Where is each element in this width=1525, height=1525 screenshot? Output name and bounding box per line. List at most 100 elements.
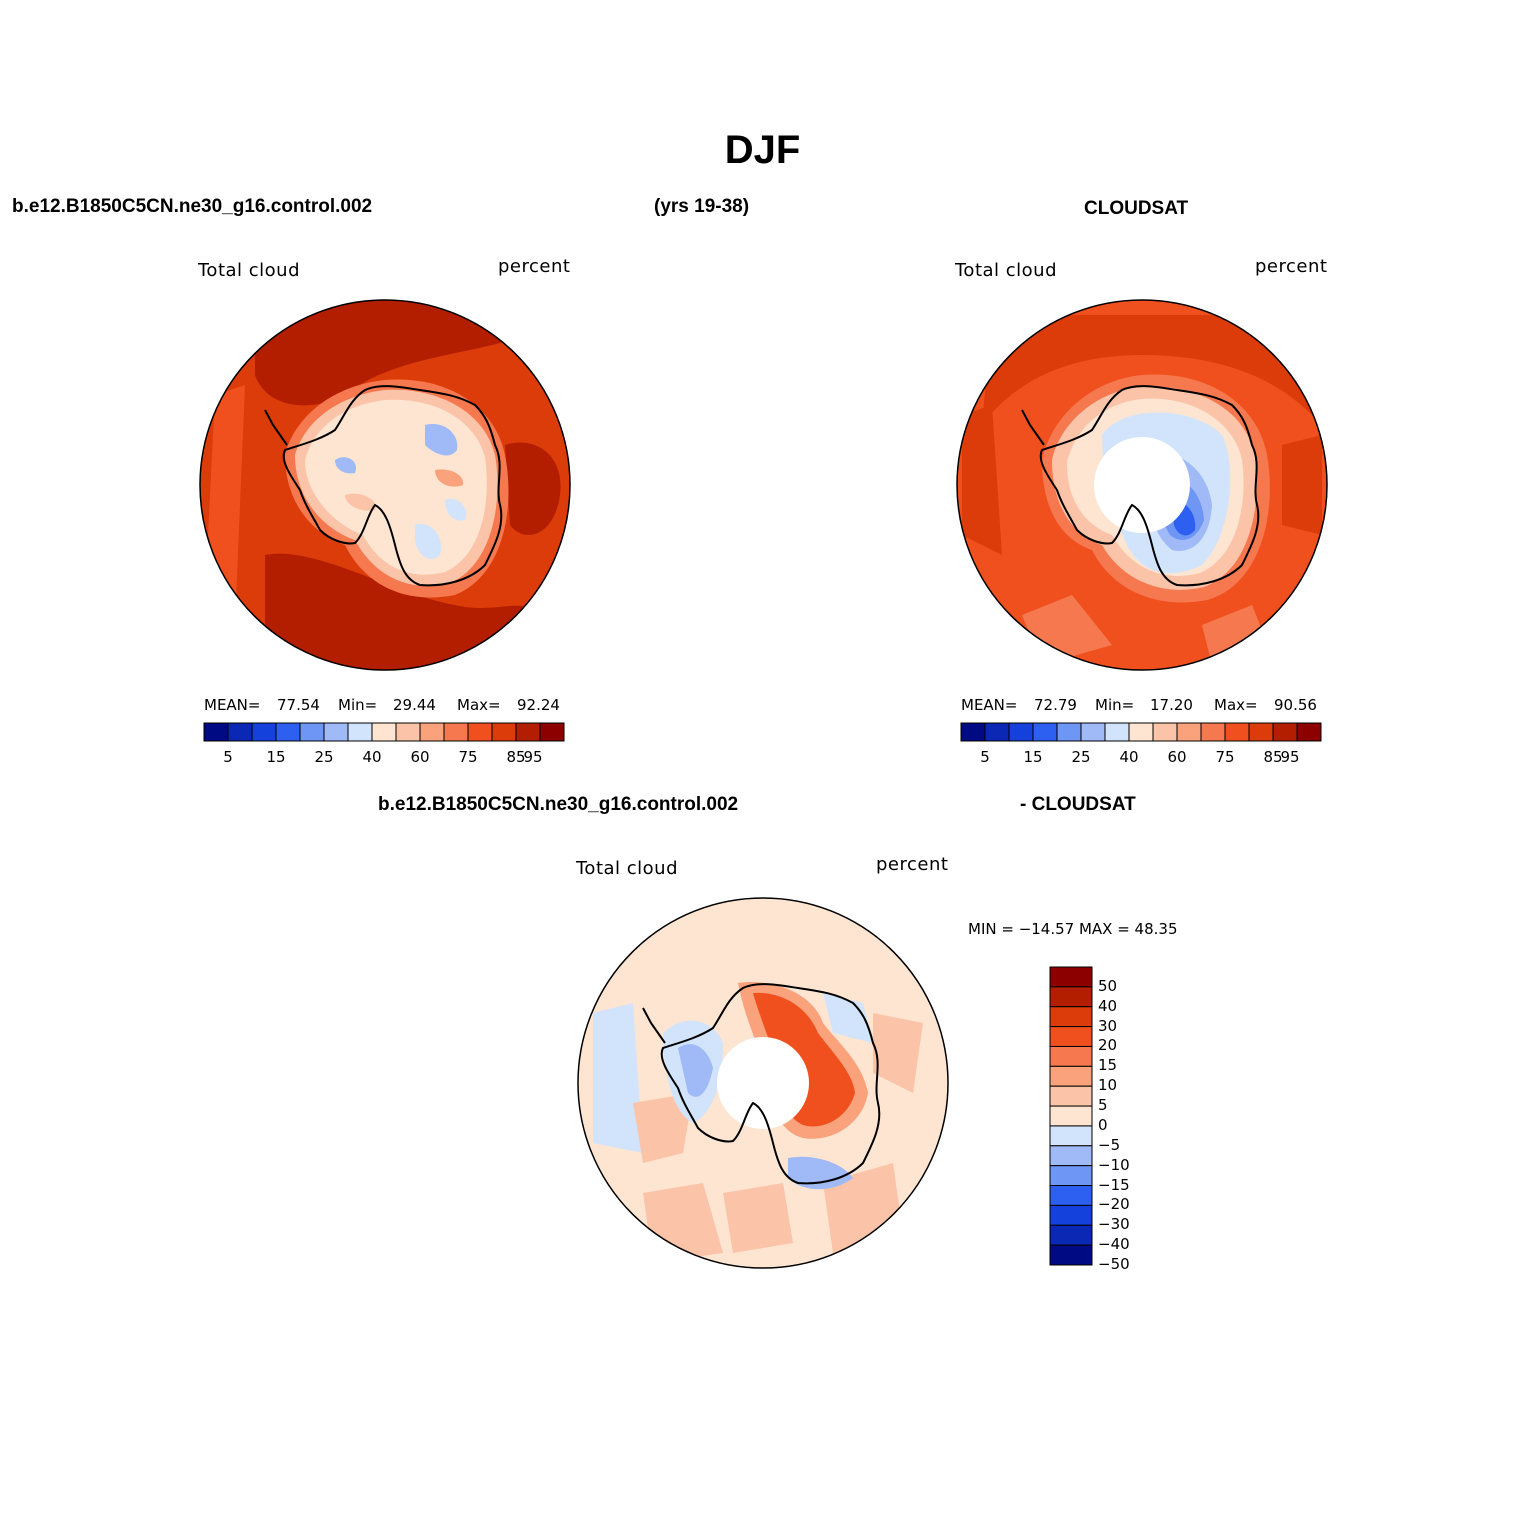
obs-colorbar xyxy=(960,722,1322,742)
colorbar-tick-label: 75 xyxy=(1215,748,1235,766)
colorbar-tick-label: 25 xyxy=(314,748,334,766)
colorbar-tick-label: −20 xyxy=(1098,1195,1130,1214)
colorbar-swatch xyxy=(491,722,517,742)
model-min-value: 29.44 xyxy=(393,696,436,714)
colorbar-swatch xyxy=(1032,722,1058,742)
colorbar-swatch xyxy=(1272,722,1298,742)
obs-max-value: 90.56 xyxy=(1274,696,1317,714)
diff-case-name: b.e12.B1850C5CN.ne30_g16.control.002 xyxy=(378,794,739,815)
colorbar-tick-label: −50 xyxy=(1098,1255,1130,1273)
model-min-label: Min= xyxy=(338,696,378,714)
colorbar-swatch xyxy=(395,722,421,742)
colorbar-tick-label: 15 xyxy=(266,748,286,766)
colorbar-swatch xyxy=(539,722,565,742)
diff-colorbar xyxy=(1049,966,1093,1266)
colorbar-swatch xyxy=(275,722,301,742)
colorbar-swatch xyxy=(347,722,373,742)
colorbar-tick-label: −40 xyxy=(1098,1235,1130,1254)
model-colorbar xyxy=(203,722,565,742)
model-mean-label: MEAN= xyxy=(204,696,261,714)
obs-units-label: percent xyxy=(1255,256,1328,277)
diff-units-label: percent xyxy=(876,854,949,875)
colorbar-swatch xyxy=(299,722,325,742)
colorbar-swatch xyxy=(1049,1105,1093,1127)
colorbar-swatch xyxy=(1049,1224,1093,1246)
colorbar-swatch xyxy=(1049,1165,1093,1187)
colorbar-tick-label: 95 xyxy=(1280,748,1300,766)
colorbar-tick-label: 60 xyxy=(410,748,430,766)
colorbar-tick-label: 85 xyxy=(506,748,526,766)
diff-polar-map xyxy=(577,897,949,1269)
model-polar-map xyxy=(199,299,571,671)
colorbar-tick-label: −5 xyxy=(1098,1135,1121,1154)
colorbar-tick-label: −10 xyxy=(1098,1155,1130,1174)
colorbar-swatch xyxy=(1049,1125,1093,1147)
colorbar-swatch xyxy=(443,722,469,742)
colorbar-tick-label: 10 xyxy=(1098,1076,1118,1095)
colorbar-swatch xyxy=(1049,1204,1093,1226)
colorbar-swatch xyxy=(1296,722,1322,742)
colorbar-swatch xyxy=(1049,1006,1093,1028)
colorbar-swatch xyxy=(251,722,277,742)
colorbar-tick-label: 75 xyxy=(458,748,478,766)
colorbar-tick-label: 50 xyxy=(1098,976,1118,995)
model-max-value: 92.24 xyxy=(517,696,560,714)
colorbar-tick-label: 40 xyxy=(362,748,382,766)
colorbar-tick-label: 60 xyxy=(1167,748,1187,766)
colorbar-tick-label: 40 xyxy=(1119,748,1139,766)
model-variable-label: Total cloud xyxy=(198,260,301,281)
model-mean-value: 77.54 xyxy=(277,696,320,714)
colorbar-swatch xyxy=(984,722,1010,742)
colorbar-swatch xyxy=(227,722,253,742)
colorbar-tick-label: 5 xyxy=(223,748,233,766)
colorbar-swatch xyxy=(467,722,493,742)
colorbar-tick-label: 15 xyxy=(1098,1056,1118,1075)
colorbar-swatch xyxy=(1128,722,1154,742)
colorbar-swatch xyxy=(1049,1026,1093,1047)
colorbar-tick-label: 0 xyxy=(1098,1115,1108,1134)
colorbar-swatch xyxy=(203,722,229,742)
colorbar-tick-label: 20 xyxy=(1098,1036,1118,1055)
obs-mean-value: 72.79 xyxy=(1034,696,1077,714)
colorbar-swatch xyxy=(323,722,349,742)
colorbar-swatch xyxy=(1049,986,1093,1008)
obs-mean-label: MEAN= xyxy=(961,696,1018,714)
model-case-name: b.e12.B1850C5CN.ne30_g16.control.002 xyxy=(12,196,373,217)
colorbar-swatch xyxy=(1224,722,1250,742)
colorbar-tick-label: 25 xyxy=(1071,748,1091,766)
obs-min-label: Min= xyxy=(1095,696,1135,714)
model-max-label: Max= xyxy=(457,696,501,714)
colorbar-swatch xyxy=(1049,1065,1093,1087)
colorbar-swatch xyxy=(1200,722,1226,742)
colorbar-swatch xyxy=(1049,1145,1093,1167)
model-units-label: percent xyxy=(498,256,571,277)
colorbar-swatch xyxy=(1049,966,1093,988)
colorbar-tick-label: 15 xyxy=(1023,748,1043,766)
colorbar-tick-label: −15 xyxy=(1098,1175,1130,1194)
obs-variable-label: Total cloud xyxy=(955,260,1058,281)
colorbar-swatch xyxy=(419,722,445,742)
model-years: (yrs 19-38) xyxy=(654,196,750,217)
colorbar-swatch xyxy=(515,722,541,742)
colorbar-tick-label: 40 xyxy=(1098,996,1118,1015)
colorbar-swatch xyxy=(1176,722,1202,742)
colorbar-tick-label: 30 xyxy=(1098,1016,1118,1035)
colorbar-swatch xyxy=(1049,1244,1093,1266)
diff-minmax: MIN = −14.57 MAX = 48.35 xyxy=(968,920,1178,938)
colorbar-swatch xyxy=(1248,722,1274,742)
colorbar-swatch xyxy=(1104,722,1130,742)
obs-min-value: 17.20 xyxy=(1150,696,1193,714)
colorbar-swatch xyxy=(960,722,986,742)
colorbar-tick-label: −30 xyxy=(1098,1215,1130,1234)
colorbar-swatch xyxy=(1049,1085,1093,1107)
colorbar-swatch xyxy=(371,722,397,742)
colorbar-tick-label: 5 xyxy=(980,748,990,766)
diff-variable-label: Total cloud xyxy=(576,858,679,879)
colorbar-swatch xyxy=(1049,1045,1093,1067)
colorbar-tick-label: 5 xyxy=(1098,1096,1108,1115)
diff-case2-name: - CLOUDSAT xyxy=(1020,794,1136,815)
colorbar-swatch xyxy=(1080,722,1106,742)
colorbar-tick-label: 95 xyxy=(523,748,543,766)
colorbar-swatch xyxy=(1049,1185,1093,1206)
colorbar-swatch xyxy=(1152,722,1178,742)
